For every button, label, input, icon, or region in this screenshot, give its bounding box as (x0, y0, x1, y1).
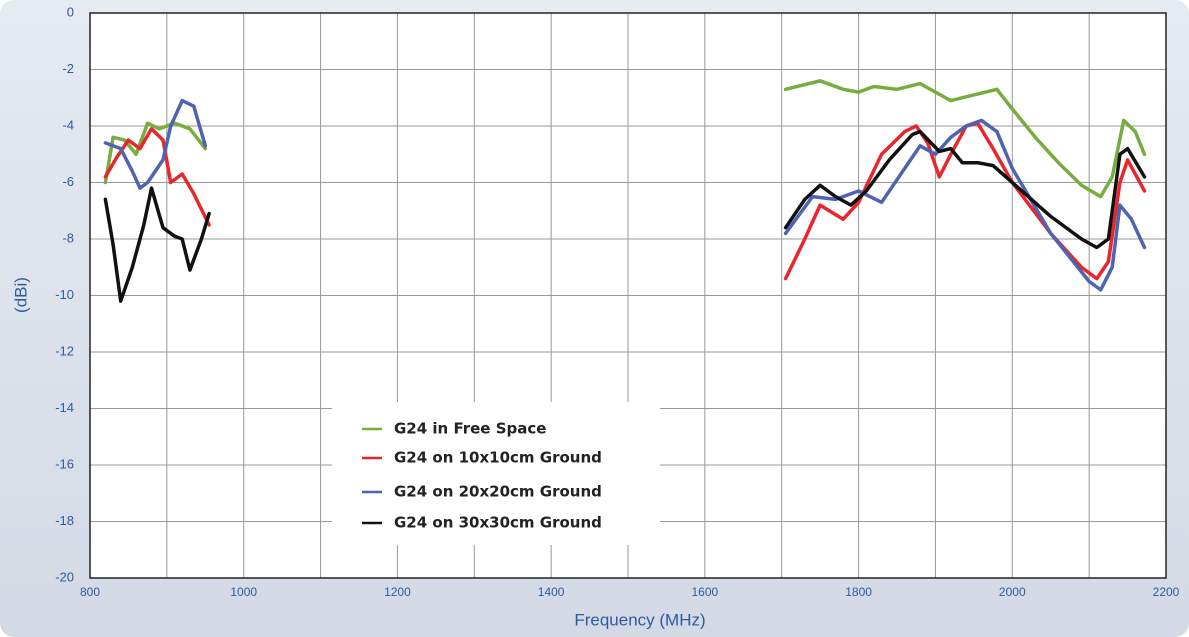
plot-border (89, 12, 1167, 579)
y-tick-label: -2 (62, 61, 74, 76)
x-tick-label: 2200 (1153, 585, 1180, 599)
x-tick-label: 2000 (999, 585, 1026, 599)
y-tick-label: -20 (55, 569, 74, 584)
x-tick-label: 1800 (845, 585, 872, 599)
y-axis-label: (dBi) (11, 277, 30, 313)
legend-label: G24 on 20x20cm Ground (394, 483, 602, 501)
y-tick-label: 0 (67, 4, 74, 19)
legend-label: G24 on 30x30cm Ground (394, 514, 602, 532)
y-tick-label: -12 (55, 343, 74, 358)
x-tick-label: 1200 (384, 585, 411, 599)
legend-label: G24 in Free Space (394, 420, 546, 438)
y-tick-label: -14 (55, 400, 74, 415)
x-tick-label: 1600 (692, 585, 719, 599)
x-tick-label: 1000 (230, 585, 257, 599)
y-tick-label: -4 (62, 117, 74, 132)
y-tick-label: -8 (62, 230, 74, 245)
legend-label: G24 on 10x10cm Ground (394, 449, 602, 467)
x-axis-label: Frequency (MHz) (574, 610, 705, 629)
series-line (103, 129, 1147, 303)
series-line (103, 79, 1147, 199)
y-tick-label: -6 (62, 174, 74, 189)
y-tick-label: -18 (55, 513, 74, 528)
y-tick-label: -10 (55, 287, 74, 302)
x-tick-label: 800 (80, 585, 100, 599)
x-tick-label: 1400 (538, 585, 565, 599)
y-tick-label: -16 (55, 456, 74, 471)
legend (332, 402, 660, 545)
